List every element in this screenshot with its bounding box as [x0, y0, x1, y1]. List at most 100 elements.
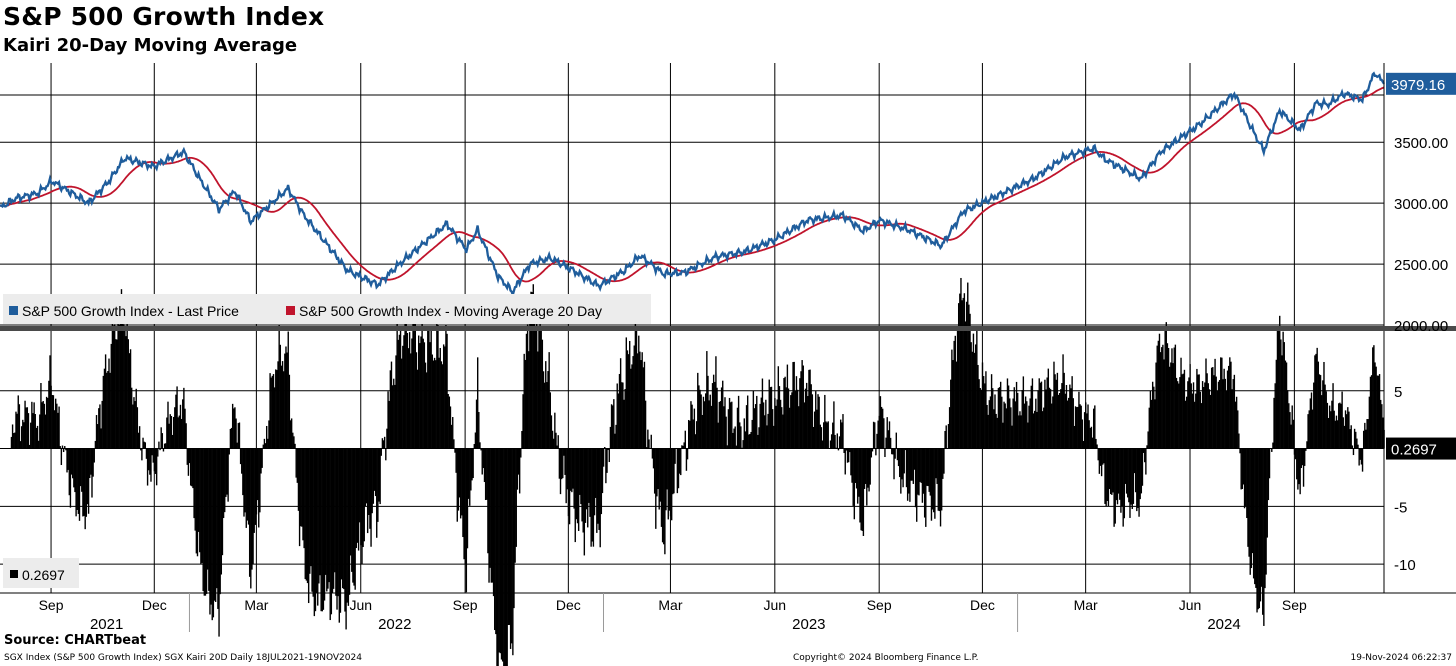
- kairi-bar: [39, 414, 41, 449]
- kairi-bar: [162, 448, 165, 452]
- kairi-bar: [754, 404, 757, 449]
- kairi-bar: [444, 346, 446, 449]
- kairi-bar: [338, 448, 340, 623]
- kairi-bar: [1189, 364, 1191, 449]
- kairi-bar: [448, 396, 451, 449]
- kairi-bar: [1336, 420, 1339, 449]
- kairi-bar: [942, 448, 944, 479]
- kairi-bar: [642, 367, 645, 449]
- kairi-bar: [109, 372, 111, 449]
- kairi-bar: [518, 448, 521, 494]
- kairi-bar: [40, 382, 42, 449]
- kairi-bar: [906, 448, 909, 501]
- kairi-bar: [1049, 389, 1052, 449]
- kairi-bar: [1226, 370, 1229, 449]
- kairi-bar: [1225, 390, 1228, 449]
- kairi-bar: [267, 438, 269, 449]
- kairi-bar: [543, 382, 546, 449]
- kairi-bar: [921, 448, 924, 503]
- kairi-bar: [1196, 368, 1198, 449]
- kairi-bar: [306, 448, 309, 584]
- kairi-bar: [816, 409, 818, 449]
- kairi-bar: [1165, 322, 1167, 449]
- kairi-bar: [773, 425, 775, 449]
- kairi-bar: [757, 434, 759, 449]
- kairi-bar: [113, 324, 116, 449]
- kairi-bar: [619, 358, 622, 449]
- kairi-bar: [523, 353, 525, 449]
- kairi-bar: [1161, 347, 1163, 449]
- kairi-bar: [1024, 396, 1027, 449]
- kairi-bar: [891, 448, 893, 455]
- kairi-bar: [605, 448, 607, 484]
- kairi-bar: [1321, 395, 1323, 449]
- kairi-bar: [83, 448, 85, 516]
- kairi-bar: [135, 388, 137, 449]
- kairi-bar: [1293, 448, 1296, 455]
- kairi-bar: [106, 372, 108, 449]
- kairi-bar: [228, 448, 230, 455]
- kairi-bar: [1005, 408, 1008, 449]
- kairi-bar: [513, 448, 515, 609]
- kairi-bar: [1066, 400, 1069, 449]
- kairi-bar: [1174, 344, 1177, 449]
- kairi-bar: [720, 387, 723, 449]
- kairi-bar: [745, 405, 748, 449]
- kairi-bar: [902, 448, 904, 488]
- kairi-bar: [945, 425, 947, 449]
- kairi-bar: [1279, 315, 1281, 449]
- kairi-bar: [220, 448, 223, 575]
- kairi-bar: [820, 427, 823, 449]
- kairi-bar: [1098, 448, 1101, 474]
- kairi-bar: [103, 368, 106, 449]
- kairi-bar: [284, 353, 286, 449]
- kairi-bar: [425, 372, 428, 449]
- kairi-bar: [1300, 448, 1302, 469]
- kairi-bar: [798, 406, 800, 449]
- kairi-bar: [1276, 330, 1279, 449]
- kairi-bar: [1031, 378, 1034, 449]
- kairi-bar: [532, 284, 534, 449]
- kairi-bar: [1162, 344, 1164, 449]
- kairi-bar: [72, 448, 74, 479]
- kairi-bar: [10, 436, 13, 449]
- kairi-bar: [165, 443, 167, 449]
- kairi-bar: [751, 419, 753, 449]
- kairi-bar: [263, 438, 266, 449]
- kairi-bar: [918, 448, 920, 496]
- kairi-bar: [1318, 374, 1321, 449]
- last-kairi-badge: [1386, 437, 1456, 460]
- kairi-bar: [962, 297, 964, 449]
- kairi-bar: [858, 448, 860, 497]
- kairi-bar: [809, 369, 811, 449]
- kairi-bar: [987, 414, 989, 449]
- kairi-bar: [1201, 381, 1204, 449]
- kairi-bar: [489, 448, 491, 568]
- kairi-bar: [1366, 419, 1368, 449]
- kairi-bar: [413, 323, 415, 449]
- legend-box: [3, 294, 651, 324]
- kairi-bar: [1345, 414, 1348, 449]
- kairi-bar: [1311, 409, 1314, 449]
- moving-average-line: [0, 86, 1385, 283]
- kairi-bar: [556, 445, 558, 449]
- kairi-bar: [533, 318, 536, 449]
- kairi-bar: [1047, 368, 1050, 449]
- kairi-bar: [947, 424, 950, 449]
- kairi-bar: [783, 378, 785, 449]
- kairi-bar: [900, 448, 902, 494]
- kairi-bar: [609, 426, 612, 449]
- kairi-bar: [251, 448, 253, 570]
- kairi-bar: [767, 413, 769, 449]
- kairi-bar: [178, 415, 181, 449]
- kairi-bar: [588, 448, 590, 503]
- kairi-bar: [664, 448, 666, 555]
- kairi-bar: [195, 448, 198, 554]
- kairi-bar: [613, 399, 615, 449]
- kairi-bar: [456, 448, 458, 522]
- kairi-bar: [914, 448, 917, 508]
- kairi-bar: [531, 292, 533, 449]
- kairi-bar: [163, 443, 166, 449]
- kairi-bar: [1053, 361, 1055, 449]
- kairi-bar: [718, 402, 721, 449]
